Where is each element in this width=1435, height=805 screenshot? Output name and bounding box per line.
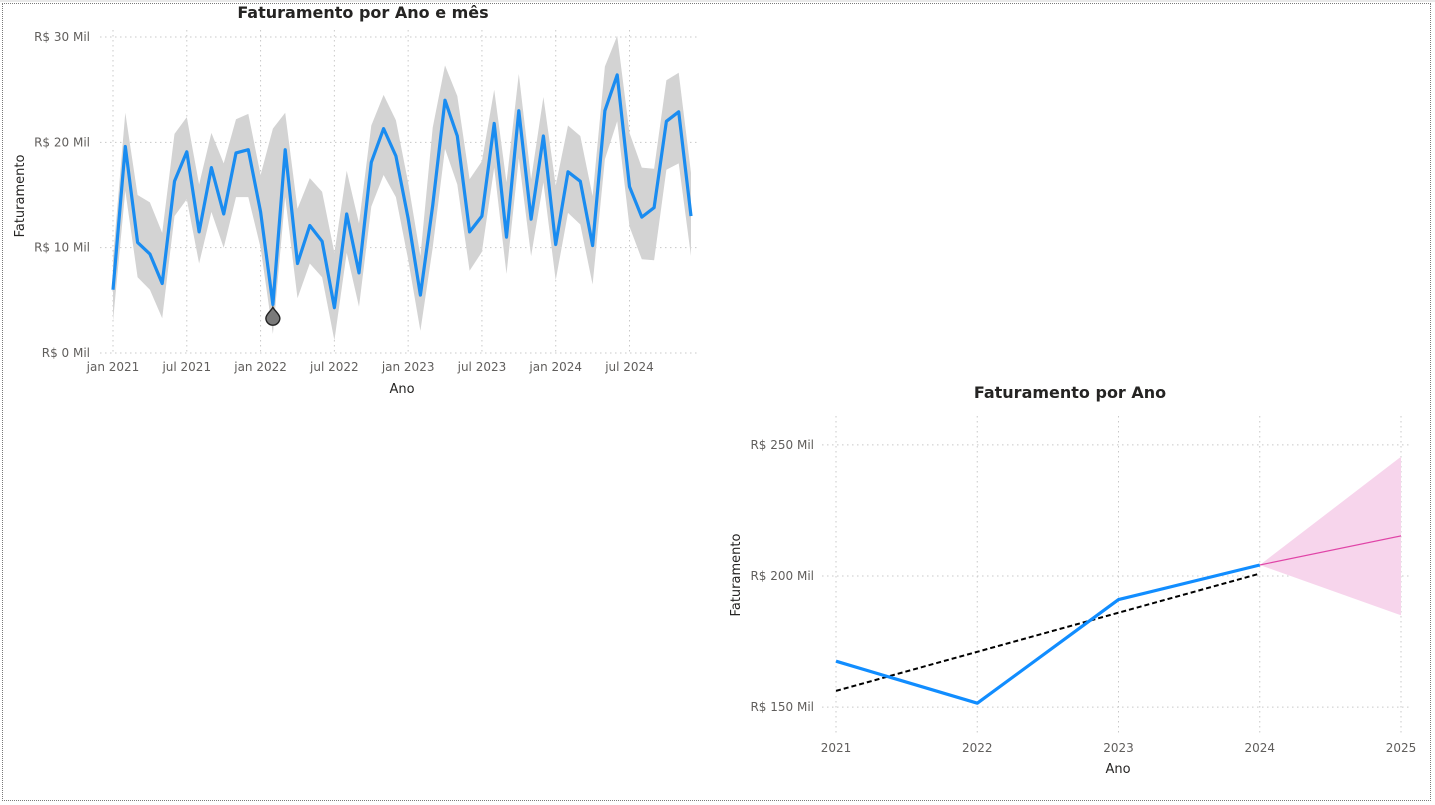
chart1-x-tick-label: jul 2021 xyxy=(161,360,211,374)
chart1-x-tick-label: jan 2021 xyxy=(86,360,140,374)
chart1-y-tick-label: R$ 10 Mil xyxy=(34,241,90,255)
chart2-y-tick-label: R$ 150 Mil xyxy=(750,700,814,714)
chart2-x-tick-label: 2022 xyxy=(962,741,993,755)
chart2-y-tick-label: R$ 250 Mil xyxy=(750,438,814,452)
chart2-x-tick-label: 2023 xyxy=(1103,741,1134,755)
chart2-x-tick-label: 2025 xyxy=(1386,741,1417,755)
chart1-x-tick-label: jan 2022 xyxy=(233,360,287,374)
chart1-y-tick-label: R$ 20 Mil xyxy=(34,135,90,149)
chart1-revenue-line[interactable] xyxy=(111,73,693,310)
chart2-revenue-line[interactable] xyxy=(835,563,1261,705)
chart1-x-tick-label: jul 2023 xyxy=(457,360,507,374)
chart1-y-axis-title: Faturamento xyxy=(13,155,28,238)
chart2-y-axis-title: Faturamento xyxy=(729,534,744,617)
chart1-x-tick-label: jul 2022 xyxy=(309,360,359,374)
chart1-x-tick-label: jul 2024 xyxy=(604,360,654,374)
chart2-y-tick-label: R$ 200 Mil xyxy=(750,569,814,583)
chart1-x-tick-label: jan 2024 xyxy=(528,360,582,374)
chart2-title: Faturamento por Ano xyxy=(974,383,1166,402)
chart1-y-tick-label: R$ 0 Mil xyxy=(42,346,90,360)
chart2-x-tick-label: 2024 xyxy=(1244,741,1275,755)
anomaly-marker-icon[interactable] xyxy=(265,305,281,326)
chart1-x-tick-label: jan 2023 xyxy=(381,360,435,374)
chart2-forecast-line[interactable] xyxy=(1259,535,1402,566)
chart2-x-axis-title: Ano xyxy=(1105,762,1130,777)
chart2-x-tick-label: 2021 xyxy=(821,741,852,755)
page-frame xyxy=(2,3,1431,801)
chart1-y-tick-label: R$ 30 Mil xyxy=(34,30,90,44)
chart1-title: Faturamento por Ano e mês xyxy=(237,3,488,22)
chart2-trend-line xyxy=(835,572,1261,692)
top-border xyxy=(0,0,1435,2)
chart2-forecast-band xyxy=(1259,456,1401,616)
chart1-x-axis-title: Ano xyxy=(389,382,414,397)
